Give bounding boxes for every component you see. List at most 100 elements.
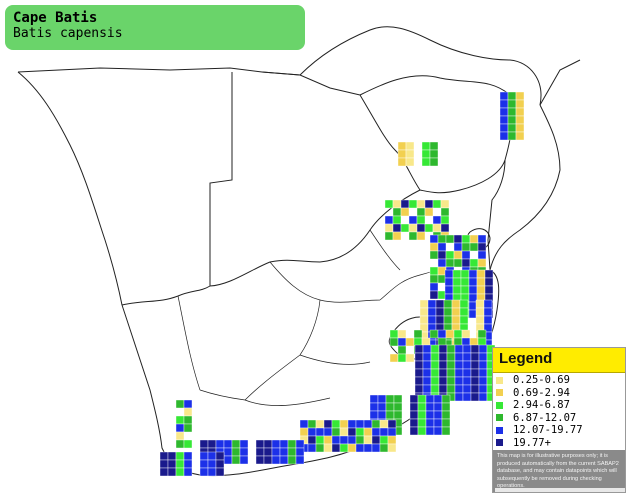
abundance-cell <box>460 285 470 295</box>
abundance-cell <box>430 352 440 362</box>
abundance-cell <box>347 419 357 429</box>
abundance-cell <box>385 394 395 404</box>
abundance-cell <box>441 402 451 412</box>
abundance-cell <box>425 410 435 420</box>
abundance-cell <box>315 443 325 453</box>
abundance-cells <box>159 91 525 477</box>
abundance-cell <box>408 199 418 209</box>
abundance-cell <box>279 455 289 465</box>
abundance-cell <box>339 427 349 437</box>
abundance-cell <box>315 427 325 437</box>
abundance-cell <box>454 344 464 354</box>
abundance-cell <box>167 459 177 469</box>
abundance-cell <box>409 426 419 436</box>
abundance-cell <box>215 439 225 449</box>
abundance-cell <box>419 299 429 309</box>
abundance-cell <box>363 443 373 453</box>
abundance-cell <box>414 344 424 354</box>
abundance-cell <box>299 427 309 437</box>
abundance-cell <box>183 407 193 417</box>
abundance-cell <box>223 447 233 457</box>
abundance-cell <box>452 285 462 295</box>
abundance-cell <box>279 447 289 457</box>
abundance-cell <box>499 99 509 109</box>
abundance-cell <box>461 250 471 260</box>
abundance-cell <box>470 384 480 394</box>
legend-entry: 0.25-0.69 <box>493 374 625 387</box>
abundance-cell <box>408 215 418 225</box>
abundance-cell <box>199 451 209 461</box>
abundance-cell <box>223 439 233 449</box>
species-scientific-name: Batis capensis <box>13 26 123 41</box>
abundance-cell <box>331 435 341 445</box>
abundance-cell <box>461 258 471 268</box>
abundance-cell <box>462 376 472 386</box>
abundance-cell <box>417 410 427 420</box>
abundance-cell <box>331 443 341 453</box>
abundance-cell <box>323 419 333 429</box>
abundance-cell <box>476 269 486 279</box>
abundance-cell <box>271 439 281 449</box>
abundance-cell <box>446 344 456 354</box>
abundance-cell <box>470 368 480 378</box>
abundance-cell <box>255 439 265 449</box>
abundance-cell <box>469 337 479 347</box>
abundance-cell <box>430 360 440 370</box>
abundance-cell <box>452 269 462 279</box>
abundance-cell <box>239 455 249 465</box>
abundance-cell <box>393 394 403 404</box>
abundance-cell <box>477 242 487 252</box>
abundance-cell <box>429 157 439 167</box>
abundance-cell <box>414 360 424 370</box>
abundance-cell <box>416 199 426 209</box>
abundance-cell <box>437 274 447 284</box>
abundance-cell <box>183 467 193 477</box>
abundance-cell <box>215 459 225 469</box>
botswana-east-border <box>319 94 421 263</box>
abundance-cell <box>339 443 349 453</box>
abundance-cell <box>419 315 429 325</box>
namibia-coast <box>17 71 123 306</box>
abundance-cell <box>263 447 273 457</box>
abundance-cell <box>433 410 443 420</box>
abundance-cell <box>476 277 486 287</box>
abundance-cell <box>429 329 439 339</box>
abundance-cell <box>199 439 209 449</box>
abundance-cell <box>438 384 448 394</box>
abundance-cell <box>429 141 439 151</box>
abundance-cell <box>433 418 443 428</box>
abundance-cell <box>446 384 456 394</box>
abundance-cell <box>475 307 485 317</box>
abundance-cell <box>175 451 185 461</box>
abundance-cell <box>429 290 439 300</box>
abundance-cell <box>414 376 424 386</box>
abundance-cell <box>441 418 451 428</box>
abundance-cell <box>430 368 440 378</box>
abundance-cell <box>307 419 317 429</box>
abundance-cell <box>429 242 439 252</box>
abundance-cell <box>425 394 435 404</box>
abundance-cell <box>422 376 432 386</box>
abundance-cell <box>159 459 169 469</box>
abundance-cell <box>371 427 381 437</box>
legend-title: Legend <box>499 350 553 367</box>
abundance-cell <box>469 258 479 268</box>
abundance-cell <box>484 269 494 279</box>
abundance-cell <box>438 352 448 362</box>
abundance-cell <box>392 215 402 225</box>
abundance-cell <box>451 315 461 325</box>
abundance-cell <box>417 402 427 412</box>
abundance-cell <box>175 467 185 477</box>
abundance-cell <box>461 329 471 339</box>
legend-disclaimer: This map is for illustrative purposes on… <box>493 450 625 492</box>
abundance-cell <box>443 307 453 317</box>
abundance-cell <box>430 344 440 354</box>
abundance-cell <box>429 149 439 159</box>
abundance-cell <box>444 277 454 287</box>
abundance-cell <box>507 123 517 133</box>
abundance-cell <box>392 207 402 217</box>
abundance-cell <box>459 299 469 309</box>
species-title-box: Cape Batis Batis capensis <box>5 5 305 50</box>
abundance-cell <box>405 353 415 363</box>
legend-swatch <box>496 414 503 422</box>
